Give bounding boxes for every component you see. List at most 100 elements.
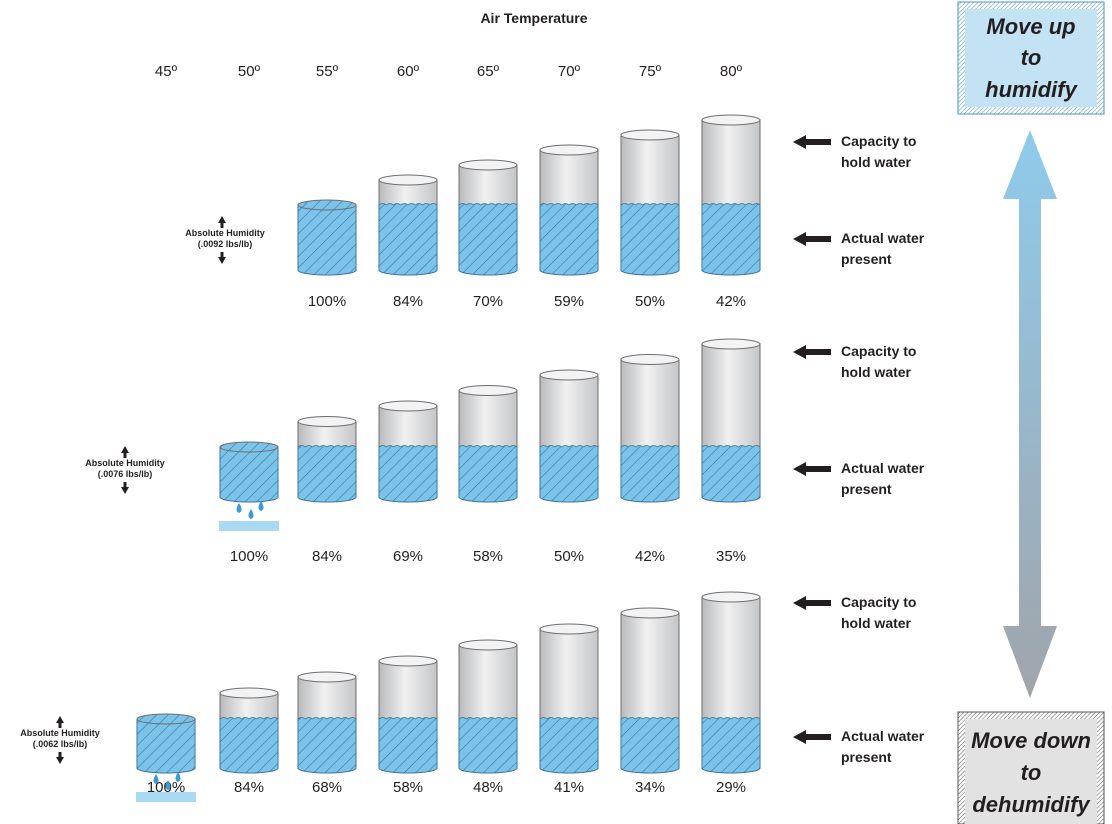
- humidity-row: 100% 84% 69% 58% 50% 42% 35% Absolute Humidity(…: [85, 338, 761, 565]
- absolute-humidity-value: (.0076 lbs/lb): [98, 469, 153, 479]
- relative-humidity-label: 70%: [473, 293, 503, 310]
- relative-humidity-label: 59%: [554, 293, 584, 310]
- cylinder: [458, 385, 518, 503]
- move-down-line-3: dehumidify: [972, 792, 1091, 817]
- water-fill: [297, 717, 357, 774]
- actual-label-line-1: Actual water: [841, 230, 925, 246]
- absolute-humidity-value: (.0092 lbs/lb): [198, 239, 253, 249]
- humidity-row: 100%84%68%58%48%41%34%29%Absolute Humidi…: [20, 591, 761, 802]
- cylinder: [297, 416, 357, 503]
- cylinder: [701, 591, 761, 774]
- water-fill: [378, 717, 438, 774]
- move-down-line-1: Move down: [971, 728, 1091, 753]
- water-fill: [136, 717, 196, 774]
- cylinder-rows: 100% 84% 70% 59% 50% 42%Absolute Humidity(.00…: [20, 114, 761, 802]
- capacity-label-line-2: hold water: [841, 154, 912, 170]
- move-down-line-2: to: [1021, 760, 1042, 785]
- actual-label-line-2: present: [841, 481, 892, 497]
- relative-humidity-label: 34%: [635, 779, 665, 796]
- cylinder: [701, 338, 761, 503]
- pointer-arrow-icon: [793, 345, 831, 359]
- water-fill: [620, 717, 680, 774]
- capacity-label-line-2: hold water: [841, 364, 912, 380]
- relative-humidity-label: 41%: [554, 779, 584, 796]
- relative-humidity-label: 29%: [716, 779, 746, 796]
- absolute-humidity-title: Absolute Humidity: [185, 228, 265, 238]
- capacity-label-line-2: hold water: [841, 615, 912, 631]
- pointer-arrow-icon: [793, 462, 831, 476]
- temperature-label: 60º: [397, 63, 420, 80]
- absolute-humidity-title: Absolute Humidity: [20, 728, 100, 738]
- humidify-dehumidify-arrow: [1003, 130, 1057, 698]
- absolute-humidity-value: (.0062 lbs/lb): [33, 739, 88, 749]
- relative-humidity-label: 42%: [635, 548, 665, 565]
- actual-label-line-1: Actual water: [841, 460, 925, 476]
- relative-humidity-label: 50%: [554, 548, 584, 565]
- relative-humidity-label: 68%: [312, 779, 342, 796]
- side-labels: Capacity to hold water Capacity to hold wat…: [793, 133, 925, 765]
- pointer-arrow-icon: [793, 232, 831, 246]
- cylinder: [539, 144, 599, 276]
- relative-humidity-label: 100%: [308, 293, 346, 310]
- cylinder: [539, 369, 599, 503]
- cylinder: [378, 400, 438, 503]
- relative-humidity-label: 84%: [393, 293, 423, 310]
- water-fill: [219, 445, 279, 503]
- move-up-box: Move up to humidify: [985, 14, 1078, 102]
- cylinder: [458, 639, 518, 774]
- water-fill: [458, 203, 518, 276]
- pointer-arrow-icon: [793, 135, 831, 149]
- capacity-label-line-1: Capacity to: [841, 343, 916, 359]
- water-fill: [701, 717, 761, 774]
- temperature-label: 70º: [558, 63, 581, 80]
- cylinder: [219, 687, 279, 774]
- relative-humidity-label: 35%: [716, 548, 746, 565]
- relative-humidity-label: 50%: [635, 293, 665, 310]
- absolute-humidity-label: Absolute Humidity(.0092 lbs/lb): [185, 216, 265, 264]
- water-fill: [701, 445, 761, 503]
- water-fill: [539, 203, 599, 276]
- absolute-humidity-label: Absolute Humidity(.0062 lbs/lb): [20, 716, 100, 764]
- pointer-arrow-icon: [793, 596, 831, 610]
- relative-humidity-label: 84%: [234, 779, 264, 796]
- move-up-line-2: to: [1021, 45, 1042, 70]
- relative-humidity-label: 48%: [473, 779, 503, 796]
- cylinder: [620, 607, 680, 774]
- capacity-label-line-1: Capacity to: [841, 133, 916, 149]
- cylinder: [378, 655, 438, 774]
- relative-humidity-label: 58%: [393, 779, 423, 796]
- cylinder: [297, 671, 357, 774]
- water-fill: [539, 717, 599, 774]
- cylinder: [219, 441, 279, 503]
- relative-humidity-label: 58%: [473, 548, 503, 565]
- relative-humidity-label: 69%: [393, 548, 423, 565]
- absolute-humidity-title: Absolute Humidity: [85, 458, 165, 468]
- water-fill: [297, 445, 357, 503]
- water-fill: [458, 717, 518, 774]
- water-fill: [620, 203, 680, 276]
- water-fill: [297, 203, 357, 276]
- water-fill: [219, 717, 279, 774]
- water-fill: [378, 445, 438, 503]
- temperature-label: 75º: [639, 63, 662, 80]
- temperature-label: 80º: [720, 63, 743, 80]
- chart-title: Air Temperature: [480, 10, 587, 26]
- cylinder: [297, 199, 357, 276]
- temperature-label: 50º: [238, 63, 261, 80]
- temperature-axis: 45º 50º 55º 60º 65º 70º 75º 80º: [155, 63, 743, 80]
- absolute-humidity-label: Absolute Humidity(.0076 lbs/lb): [85, 446, 165, 494]
- cylinder: [378, 174, 438, 276]
- move-down-fill: [965, 719, 1097, 824]
- temperature-label: 65º: [477, 63, 500, 80]
- cylinder: [539, 623, 599, 774]
- cylinder: [620, 129, 680, 276]
- pointer-arrow-icon: [793, 730, 831, 744]
- temperature-label: 55º: [316, 63, 339, 80]
- cylinder: [701, 114, 761, 276]
- relative-humidity-label: 42%: [716, 293, 746, 310]
- cylinder: [136, 713, 196, 774]
- actual-label-line-2: present: [841, 251, 892, 267]
- relative-humidity-label: 100%: [230, 548, 268, 565]
- move-up-fill: [965, 9, 1097, 107]
